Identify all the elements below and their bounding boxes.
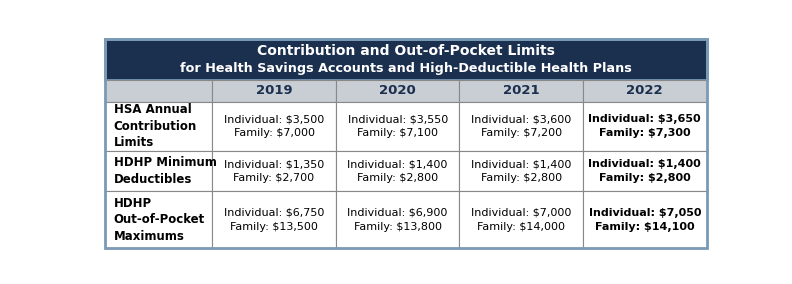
Text: 2019: 2019 [256,84,292,97]
Bar [212,80,336,102]
Bar [583,151,706,191]
Bar [336,191,459,248]
Bar [583,191,706,248]
Bar [105,102,212,151]
Text: Contribution and Out-of-Pocket Limits: Contribution and Out-of-Pocket Limits [257,44,555,58]
Text: 2020: 2020 [379,84,416,97]
Text: HDHP
Out-of-Pocket
Maximums: HDHP Out-of-Pocket Maximums [114,197,205,243]
Bar [105,39,706,80]
Text: Individual: $3,550
Family: $7,100: Individual: $3,550 Family: $7,100 [348,114,447,138]
Text: Individual: $1,400
Family: $2,800: Individual: $1,400 Family: $2,800 [471,159,571,183]
Text: 2021: 2021 [503,84,539,97]
Bar [583,102,706,151]
Bar [105,151,212,191]
Bar [459,151,583,191]
Text: Individual: $3,600
Family: $7,200: Individual: $3,600 Family: $7,200 [471,114,571,138]
Bar [583,80,706,102]
Bar [212,191,336,248]
Text: Individual: $1,350
Family: $2,700: Individual: $1,350 Family: $2,700 [224,159,324,183]
Bar [459,191,583,248]
Text: HDHP Minimum
Deductibles: HDHP Minimum Deductibles [114,156,217,186]
Text: Individual: $6,900
Family: $13,800: Individual: $6,900 Family: $13,800 [348,208,447,232]
Bar [212,151,336,191]
Bar [336,80,459,102]
Text: Individual: $3,650
Family: $7,300: Individual: $3,650 Family: $7,300 [588,114,701,138]
Text: Individual: $6,750
Family: $13,500: Individual: $6,750 Family: $13,500 [224,208,324,232]
Bar [459,102,583,151]
Bar [336,102,459,151]
Text: for Health Savings Accounts and High-Deductible Health Plans: for Health Savings Accounts and High-Ded… [180,62,632,75]
Text: HSA Annual
Contribution
Limits: HSA Annual Contribution Limits [114,103,197,149]
Bar [105,191,212,248]
Text: Individual: $1,400
Family: $2,800: Individual: $1,400 Family: $2,800 [348,159,447,183]
Text: 2022: 2022 [626,84,663,97]
Text: Individual: $7,000
Family: $14,000: Individual: $7,000 Family: $14,000 [471,208,571,232]
Bar [459,80,583,102]
Bar [212,102,336,151]
Text: Individual: $1,400
Family: $2,800: Individual: $1,400 Family: $2,800 [588,159,701,183]
Text: Individual: $7,050
Family: $14,100: Individual: $7,050 Family: $14,100 [588,208,701,232]
Bar [105,80,212,102]
Text: Individual: $3,500
Family: $7,000: Individual: $3,500 Family: $7,000 [224,114,324,138]
Bar [336,151,459,191]
